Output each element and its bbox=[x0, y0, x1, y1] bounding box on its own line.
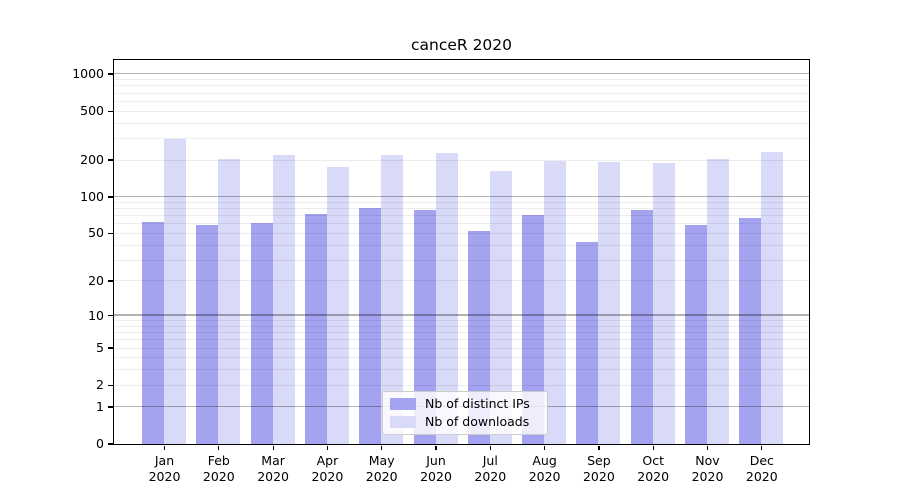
bar-distinct-ips bbox=[739, 218, 762, 444]
y-tick-mark bbox=[107, 314, 113, 317]
x-tick-mark bbox=[435, 445, 437, 450]
x-tick-label: Jul 2020 bbox=[474, 453, 507, 484]
bar-distinct-ips bbox=[142, 221, 164, 444]
x-tick-label: Sep 2020 bbox=[582, 453, 615, 484]
legend-swatch-distinct-ips bbox=[390, 398, 416, 411]
x-tick-label: Apr 2020 bbox=[311, 453, 344, 484]
bar-distinct-ips bbox=[467, 230, 490, 444]
x-tick-label: Aug 2020 bbox=[528, 453, 561, 484]
y-tick-mark bbox=[107, 280, 113, 282]
y-tick-label: 0 bbox=[96, 436, 104, 451]
bar-distinct-ips bbox=[522, 214, 545, 444]
bar-distinct-ips bbox=[413, 210, 436, 444]
bar-downloads bbox=[326, 166, 349, 444]
y-tick-mark bbox=[107, 347, 113, 349]
bar-downloads bbox=[598, 161, 621, 444]
x-tick-label: Dec 2020 bbox=[745, 453, 778, 484]
x-tick-label: Nov 2020 bbox=[691, 453, 724, 484]
x-tick-mark bbox=[218, 445, 220, 450]
chart-title: canceR 2020 bbox=[410, 36, 513, 54]
x-tick-mark bbox=[326, 445, 329, 450]
y-tick-mark bbox=[107, 443, 113, 445]
bar-downloads bbox=[218, 158, 241, 444]
x-tick-label: Oct 2020 bbox=[637, 453, 670, 484]
bar-downloads bbox=[707, 158, 729, 444]
x-tick-label: Jan 2020 bbox=[148, 453, 181, 484]
legend-label-downloads: Nb of downloads bbox=[425, 413, 530, 429]
bar-distinct-ips bbox=[630, 209, 653, 444]
legend-label-distinct-ips: Nb of distinct IPs bbox=[425, 396, 530, 412]
x-tick-mark bbox=[272, 445, 274, 450]
legend-item-downloads: Nb of downloads bbox=[390, 414, 539, 430]
x-tick-label: Jun 2020 bbox=[420, 453, 452, 484]
x-tick-mark bbox=[381, 445, 383, 450]
y-tick-mark bbox=[107, 406, 113, 408]
y-tick-label: 10 bbox=[88, 307, 104, 323]
bar-downloads bbox=[435, 153, 458, 444]
y-tick-label: 2 bbox=[96, 377, 104, 393]
bar-downloads bbox=[489, 171, 512, 444]
x-tick-mark bbox=[544, 445, 546, 450]
y-tick-label: 200 bbox=[80, 152, 104, 167]
bar-downloads bbox=[381, 155, 404, 444]
y-tick-label: 20 bbox=[88, 272, 104, 288]
y-tick-label: 500 bbox=[80, 103, 104, 119]
gridline-minor bbox=[113, 79, 809, 81]
x-tick-mark bbox=[489, 445, 491, 450]
x-tick-mark bbox=[652, 445, 654, 450]
gridline-major bbox=[113, 72, 809, 75]
gridline-minor bbox=[113, 92, 809, 94]
bar-distinct-ips bbox=[685, 225, 707, 444]
bar-distinct-ips bbox=[576, 242, 599, 444]
y-tick-mark bbox=[107, 232, 113, 235]
y-tick-label: 1000 bbox=[72, 66, 104, 82]
bar-distinct-ips bbox=[250, 222, 273, 444]
plot-area bbox=[112, 58, 810, 445]
gridline-minor bbox=[113, 137, 809, 139]
x-tick-mark bbox=[598, 445, 600, 450]
bar-downloads bbox=[272, 154, 295, 444]
bar-downloads bbox=[164, 139, 186, 444]
gridline-minor bbox=[113, 100, 809, 102]
gridline-minor bbox=[113, 110, 809, 112]
y-tick-label: 50 bbox=[88, 225, 104, 241]
y-tick-label: 5 bbox=[96, 340, 104, 356]
x-tick-label: Mar 2020 bbox=[257, 453, 289, 484]
bar-distinct-ips bbox=[304, 213, 327, 444]
y-tick-mark bbox=[107, 159, 113, 161]
legend-item-distinct-ips: Nb of distinct IPs bbox=[390, 396, 539, 412]
y-tick-mark bbox=[107, 73, 113, 75]
y-tick-mark bbox=[107, 110, 113, 112]
bar-downloads bbox=[761, 152, 784, 444]
x-tick-mark bbox=[706, 445, 709, 450]
bar-distinct-ips bbox=[196, 225, 219, 444]
y-tick-label: 100 bbox=[80, 188, 104, 204]
x-tick-mark bbox=[761, 445, 763, 450]
y-tick-label: 1 bbox=[96, 398, 104, 414]
y-tick-mark bbox=[107, 384, 113, 386]
bar-downloads bbox=[544, 160, 567, 444]
legend: Nb of distinct IPs Nb of downloads bbox=[382, 391, 548, 435]
legend-swatch-downloads bbox=[390, 415, 416, 428]
y-tick-mark bbox=[107, 196, 113, 198]
x-tick-label: Feb 2020 bbox=[202, 453, 235, 484]
bar-distinct-ips bbox=[359, 208, 382, 444]
x-tick-label: May 2020 bbox=[365, 453, 398, 484]
gridline-minor bbox=[113, 122, 809, 124]
gridline-minor bbox=[113, 85, 809, 87]
bar-downloads bbox=[652, 163, 675, 444]
x-tick-mark bbox=[163, 445, 166, 450]
